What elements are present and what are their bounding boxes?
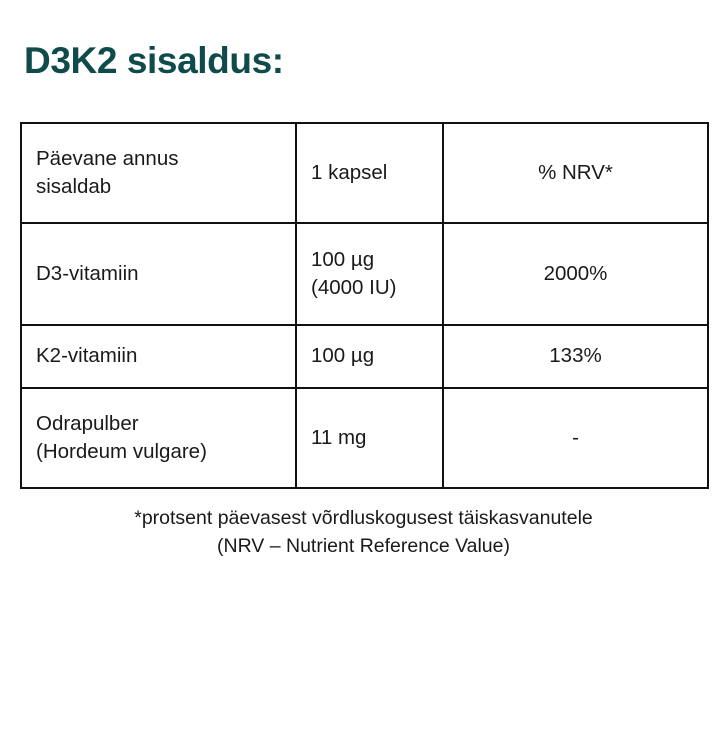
- row-nrv-d3: 2000%: [442, 222, 709, 326]
- page-title: D3K2 sisaldus:: [24, 40, 284, 81]
- row-dose-d3: 100 µg (4000 IU): [295, 222, 444, 326]
- row-dose-k2: 100 µg: [295, 324, 444, 389]
- row-name-d3-line-1: D3-vitamiin: [36, 261, 139, 285]
- row-nrv-barley: -: [442, 387, 709, 489]
- footnote-line-2: (NRV – Nutrient Reference Value): [217, 534, 510, 557]
- row-dose-k2-line-1: 100 µg: [311, 344, 375, 368]
- header-cell-name: Päevane annus sisaldab: [20, 122, 297, 224]
- nutrition-facts-table: Päevane annus sisaldab 1 kapsel % NRV* D…: [20, 122, 709, 489]
- table-row: K2-vitamiin 100 µg 133%: [20, 324, 709, 389]
- header-cell-dose: 1 kapsel: [295, 122, 444, 224]
- row-nrv-k2: 133%: [442, 324, 709, 389]
- footnote-line-1: *protsent päevasest võrdluskogusest täis…: [134, 507, 593, 529]
- header-cell-nrv: % NRV*: [442, 122, 709, 224]
- row-name-barley-line-1: Odrapulber: [36, 411, 139, 435]
- header-name-line-1: Päevane annus: [36, 146, 179, 170]
- row-dose-barley: 11 mg: [295, 387, 444, 489]
- row-name-barley: Odrapulber (Hordeum vulgare): [20, 387, 297, 489]
- row-name-barley-line-2: (Hordeum vulgare): [36, 440, 207, 463]
- row-name-d3: D3-vitamiin: [20, 222, 297, 326]
- row-name-k2: K2-vitamiin: [20, 324, 297, 389]
- header-name-line-2: sisaldab: [36, 175, 112, 198]
- row-dose-barley-line-1: 11 mg: [311, 425, 367, 449]
- row-name-k2-line-1: K2-vitamiin: [36, 344, 138, 368]
- table-row: Odrapulber (Hordeum vulgare) 11 mg -: [20, 387, 709, 489]
- row-dose-d3-line-1: 100 µg: [311, 247, 375, 271]
- table-header-row: Päevane annus sisaldab 1 kapsel % NRV*: [20, 122, 709, 224]
- row-dose-d3-line-2: (4000 IU): [311, 276, 397, 299]
- table-footnote: *protsent päevasest võrdluskogusest täis…: [0, 505, 727, 560]
- table-row: D3-vitamiin 100 µg (4000 IU) 2000%: [20, 222, 709, 326]
